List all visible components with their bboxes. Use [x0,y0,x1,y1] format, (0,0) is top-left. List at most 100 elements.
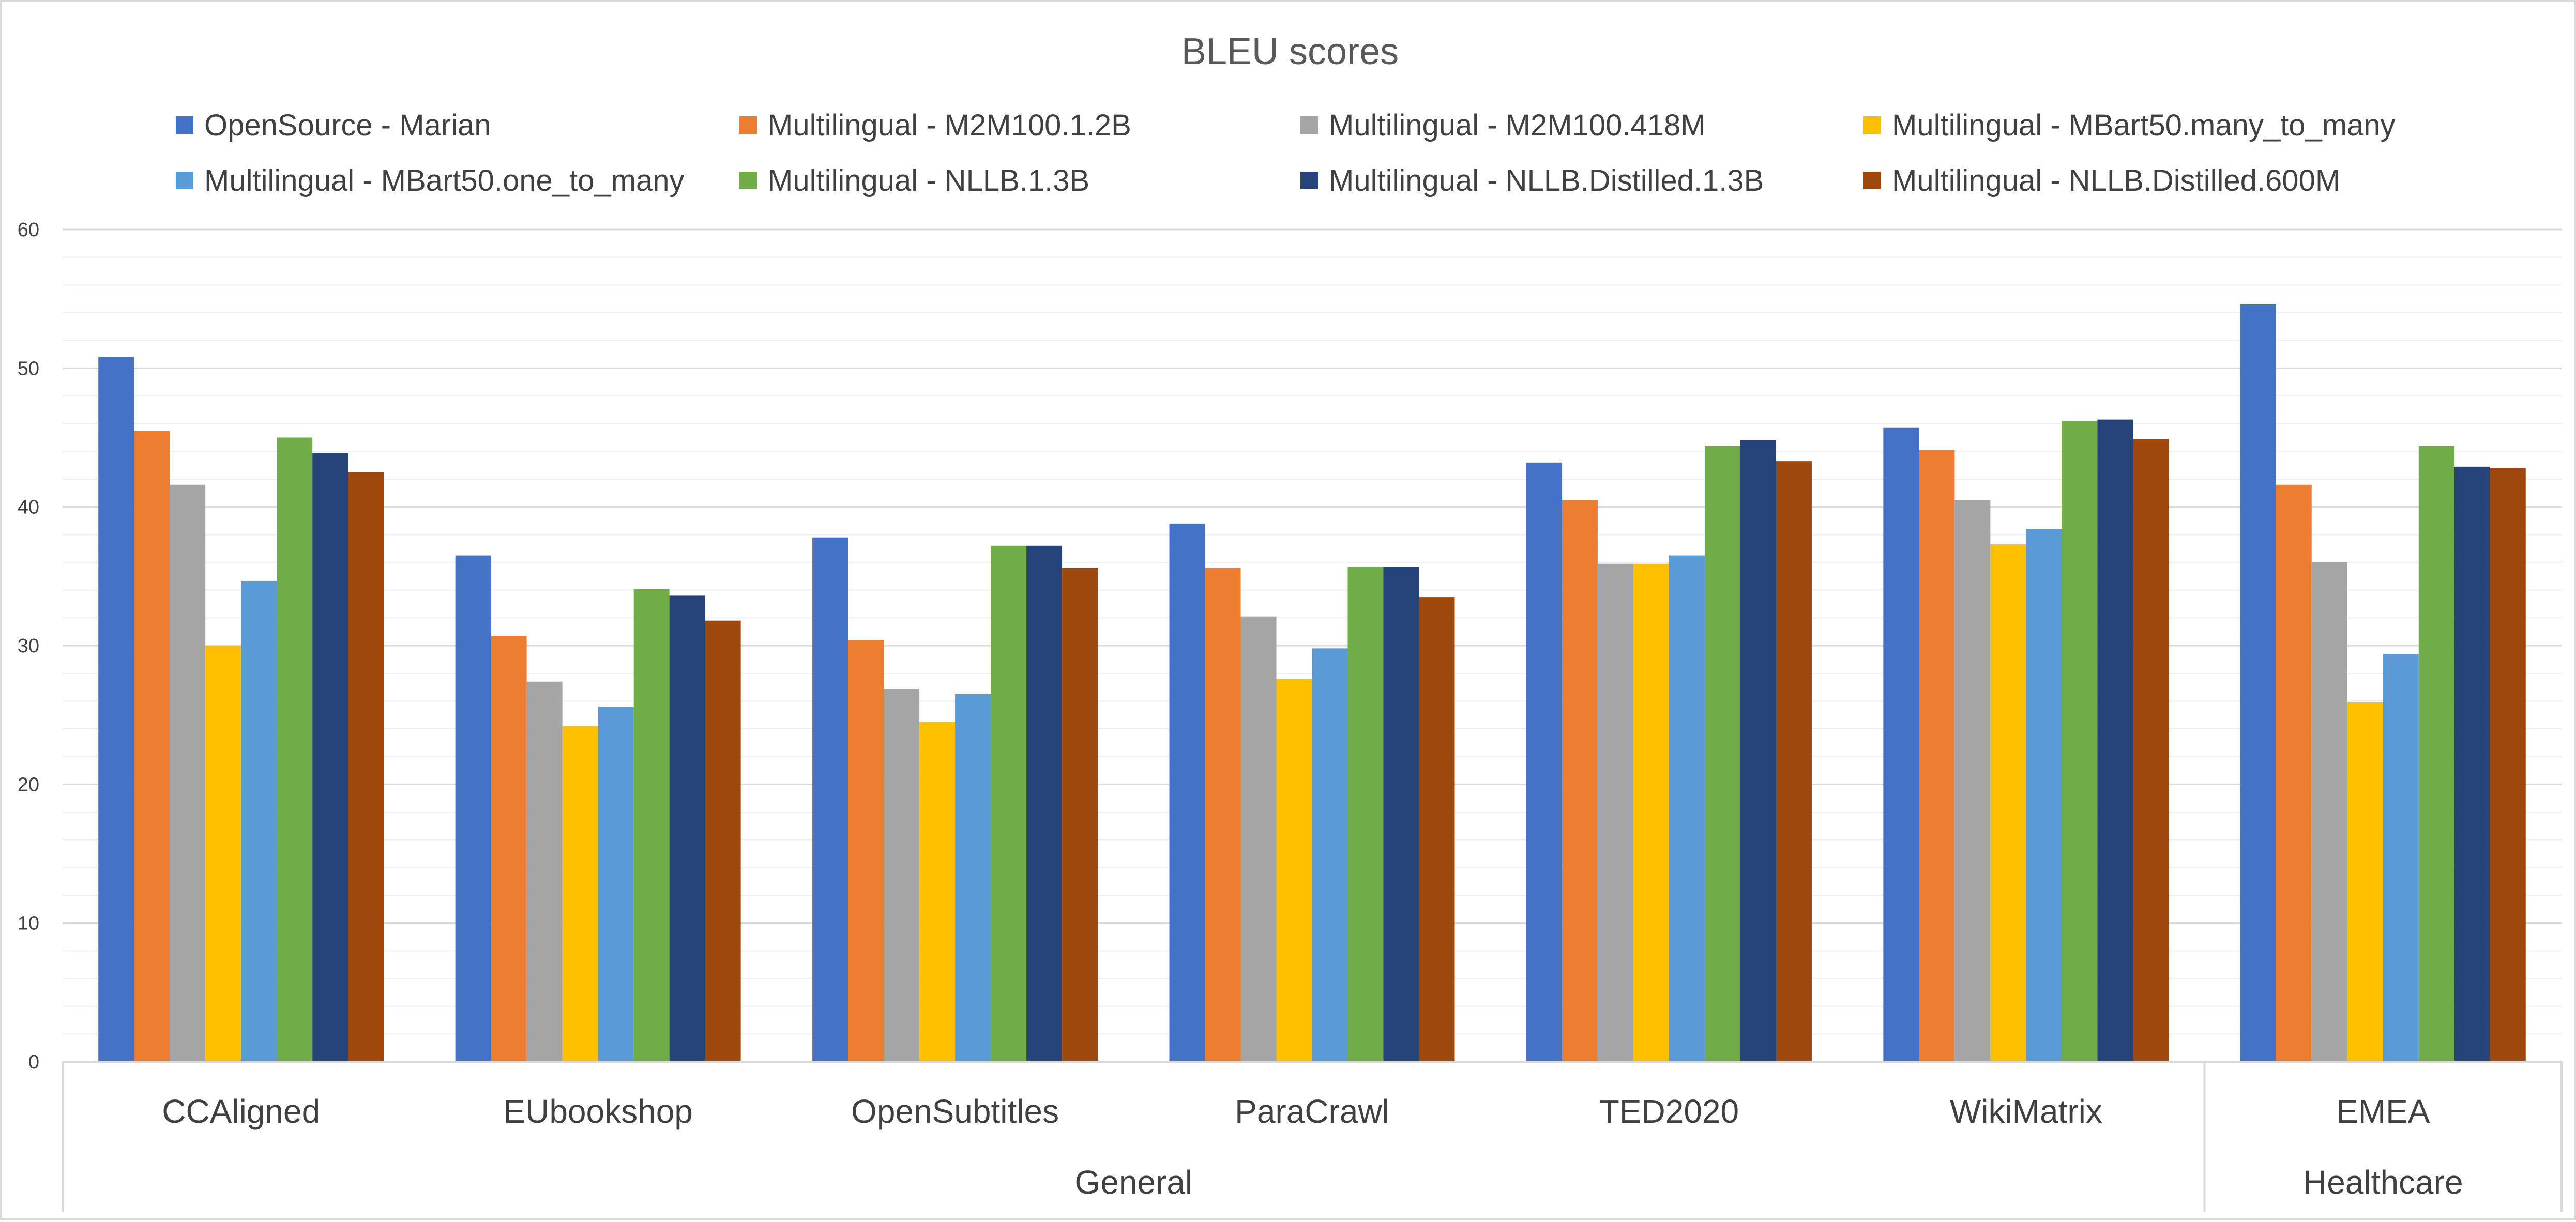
bar-opensubtitles-multilingual-m2m100-418m [884,689,920,1062]
y-tick-label: 50 [18,358,39,379]
bar-eubookshop-opensource-marian [455,555,491,1062]
bar-wikimatrix-opensource-marian [1883,427,1919,1062]
bar-eubookshop-multilingual-nllb-1-3b [633,588,670,1062]
bar-eubookshop-multilingual-nllb-distilled-600m [705,620,741,1062]
legend-swatch [1863,172,1881,189]
y-tick-label: 40 [18,497,39,518]
bar-emea-multilingual-nllb-1-3b [2418,446,2454,1062]
bar-ted2020-multilingual-mbart50-many-to-many [1633,563,1669,1062]
bar-emea-multilingual-mbart50-many-to-many [2347,702,2383,1062]
x-category-label: EMEA [2336,1093,2430,1130]
bar-ccaligned-multilingual-nllb-1-3b [277,437,313,1062]
bar-wikimatrix-multilingual-nllb-1-3b [2062,421,2098,1062]
bar-opensubtitles-multilingual-mbart50-many-to-many [919,722,956,1062]
bar-emea-multilingual-m2m100-418m [2311,562,2347,1062]
bar-eubookshop-multilingual-mbart50-one-to-many [598,707,634,1062]
bar-emea-opensource-marian [2240,304,2276,1062]
x-group-label: General [1074,1164,1192,1201]
bar-wikimatrix-multilingual-m2m100-418m [1954,500,1991,1062]
bar-ted2020-multilingual-nllb-distilled-600m [1776,461,1812,1062]
legend-label: Multilingual - M2M100.1.2B [768,109,1131,142]
legend-swatch [176,172,193,189]
bar-opensubtitles-multilingual-nllb-distilled-1-3b [1026,545,1063,1062]
legend-item-opensource-marian: OpenSource - Marian [176,109,491,142]
bar-ccaligned-opensource-marian [98,357,134,1062]
legend-label: Multilingual - NLLB.Distilled.600M [1892,164,2340,197]
bar-opensubtitles-multilingual-m2m100-1-2b [848,640,884,1062]
bar-wikimatrix-multilingual-mbart50-many-to-many [1990,544,2026,1062]
y-tick-label: 10 [18,913,39,935]
bar-eubookshop-multilingual-mbart50-many-to-many [562,726,598,1062]
axes [62,1061,2563,1212]
legend-item-multilingual-nllb-distilled-600m: Multilingual - NLLB.Distilled.600M [1863,164,2340,197]
bar-emea-multilingual-m2m100-1-2b [2276,484,2312,1062]
bar-eubookshop-multilingual-m2m100-418m [526,681,563,1062]
bar-paracrawl-opensource-marian [1169,523,1205,1062]
legend-swatch [1300,172,1318,189]
bar-ccaligned-multilingual-m2m100-418m [170,484,206,1062]
legend-swatch [739,116,757,134]
bar-opensubtitles-opensource-marian [812,537,848,1062]
bar-ccaligned-multilingual-nllb-distilled-1-3b [312,453,348,1062]
bar-ccaligned-multilingual-m2m100-1-2b [134,431,170,1062]
bar-ted2020-multilingual-mbart50-one-to-many [1669,555,1705,1062]
bar-wikimatrix-multilingual-m2m100-1-2b [1919,450,1955,1062]
y-tick-label: 20 [18,774,39,796]
legend-item-multilingual-mbart50-one-to-many: Multilingual - MBart50.one_to_many [176,164,684,197]
bar-paracrawl-multilingual-mbart50-many-to-many [1276,679,1312,1062]
bar-eubookshop-multilingual-nllb-distilled-1-3b [669,595,705,1062]
bar-ted2020-multilingual-nllb-1-3b [1704,446,1740,1062]
bar-opensubtitles-multilingual-nllb-distilled-600m [1062,568,1098,1062]
bar-ccaligned-multilingual-mbart50-one-to-many [241,580,277,1062]
legend-label: Multilingual - M2M100.418M [1329,109,1706,142]
legend-item-multilingual-nllb-1-3b: Multilingual - NLLB.1.3B [739,164,1089,197]
bar-wikimatrix-multilingual-nllb-distilled-1-3b [2097,419,2133,1062]
bar-opensubtitles-multilingual-nllb-1-3b [991,545,1027,1062]
x-group-label: Healthcare [2303,1164,2463,1201]
bar-eubookshop-multilingual-m2m100-1-2b [491,636,527,1062]
bar-ccaligned-multilingual-mbart50-many-to-many [205,646,241,1062]
bar-ted2020-opensource-marian [1526,462,1562,1062]
legend-item-multilingual-nllb-distilled-1-3b: Multilingual - NLLB.Distilled.1.3B [1300,164,1764,197]
bar-paracrawl-multilingual-nllb-distilled-600m [1419,597,1455,1062]
y-tick-label: 0 [28,1051,39,1073]
bar-paracrawl-multilingual-nllb-1-3b [1347,567,1384,1062]
legend-label: Multilingual - MBart50.many_to_many [1892,109,2396,142]
x-category-label: TED2020 [1599,1093,1739,1130]
bars [98,304,2526,1062]
bar-ccaligned-multilingual-nllb-distilled-600m [348,472,384,1062]
legend-item-multilingual-m2m100-418m: Multilingual - M2M100.418M [1300,109,1706,142]
bar-group-ccaligned [98,357,384,1062]
chart-title: BLEU scores [1181,31,1399,72]
legend-swatch [176,116,193,134]
legend-label: OpenSource - Marian [204,109,491,142]
x-category-label: ParaCrawl [1235,1093,1389,1130]
bar-group-eubookshop [455,555,741,1062]
axis-labels: 0 10 20 30 40 50 60 CCAligned EUbookshop OpenSubt… [18,219,2463,1201]
legend-item-multilingual-mbart50-many-to-many: Multilingual - MBart50.many_to_many [1863,109,2396,142]
bar-opensubtitles-multilingual-mbart50-one-to-many [955,694,991,1062]
bar-emea-multilingual-mbart50-one-to-many [2383,654,2419,1062]
x-category-label: WikiMatrix [1950,1093,2102,1130]
bar-emea-multilingual-nllb-distilled-600m [2490,468,2526,1062]
bar-paracrawl-multilingual-nllb-distilled-1-3b [1383,567,1419,1062]
bar-group-opensubtitles [812,537,1098,1062]
legend-item-multilingual-m2m100-1-2b: Multilingual - M2M100.1.2B [739,109,1131,142]
bar-group-ted2020 [1526,440,1812,1062]
bar-paracrawl-multilingual-m2m100-1-2b [1205,568,1241,1062]
legend-label: Multilingual - MBart50.one_to_many [204,164,684,197]
bar-paracrawl-multilingual-m2m100-418m [1240,616,1277,1062]
bar-emea-multilingual-nllb-distilled-1-3b [2454,466,2490,1062]
bar-ted2020-multilingual-nllb-distilled-1-3b [1740,440,1776,1062]
x-category-label: CCAligned [162,1093,320,1130]
bar-group-emea [2240,304,2526,1062]
legend-label: Multilingual - NLLB.Distilled.1.3B [1329,164,1764,197]
y-tick-label: 30 [18,635,39,657]
legend-label: Multilingual - NLLB.1.3B [768,164,1089,197]
bar-ted2020-multilingual-m2m100-1-2b [1562,500,1598,1062]
legend: OpenSource - Marian Multilingual - M2M100… [176,109,2396,197]
bar-wikimatrix-multilingual-nllb-distilled-600m [2133,439,2169,1062]
bar-paracrawl-multilingual-mbart50-one-to-many [1312,648,1348,1062]
